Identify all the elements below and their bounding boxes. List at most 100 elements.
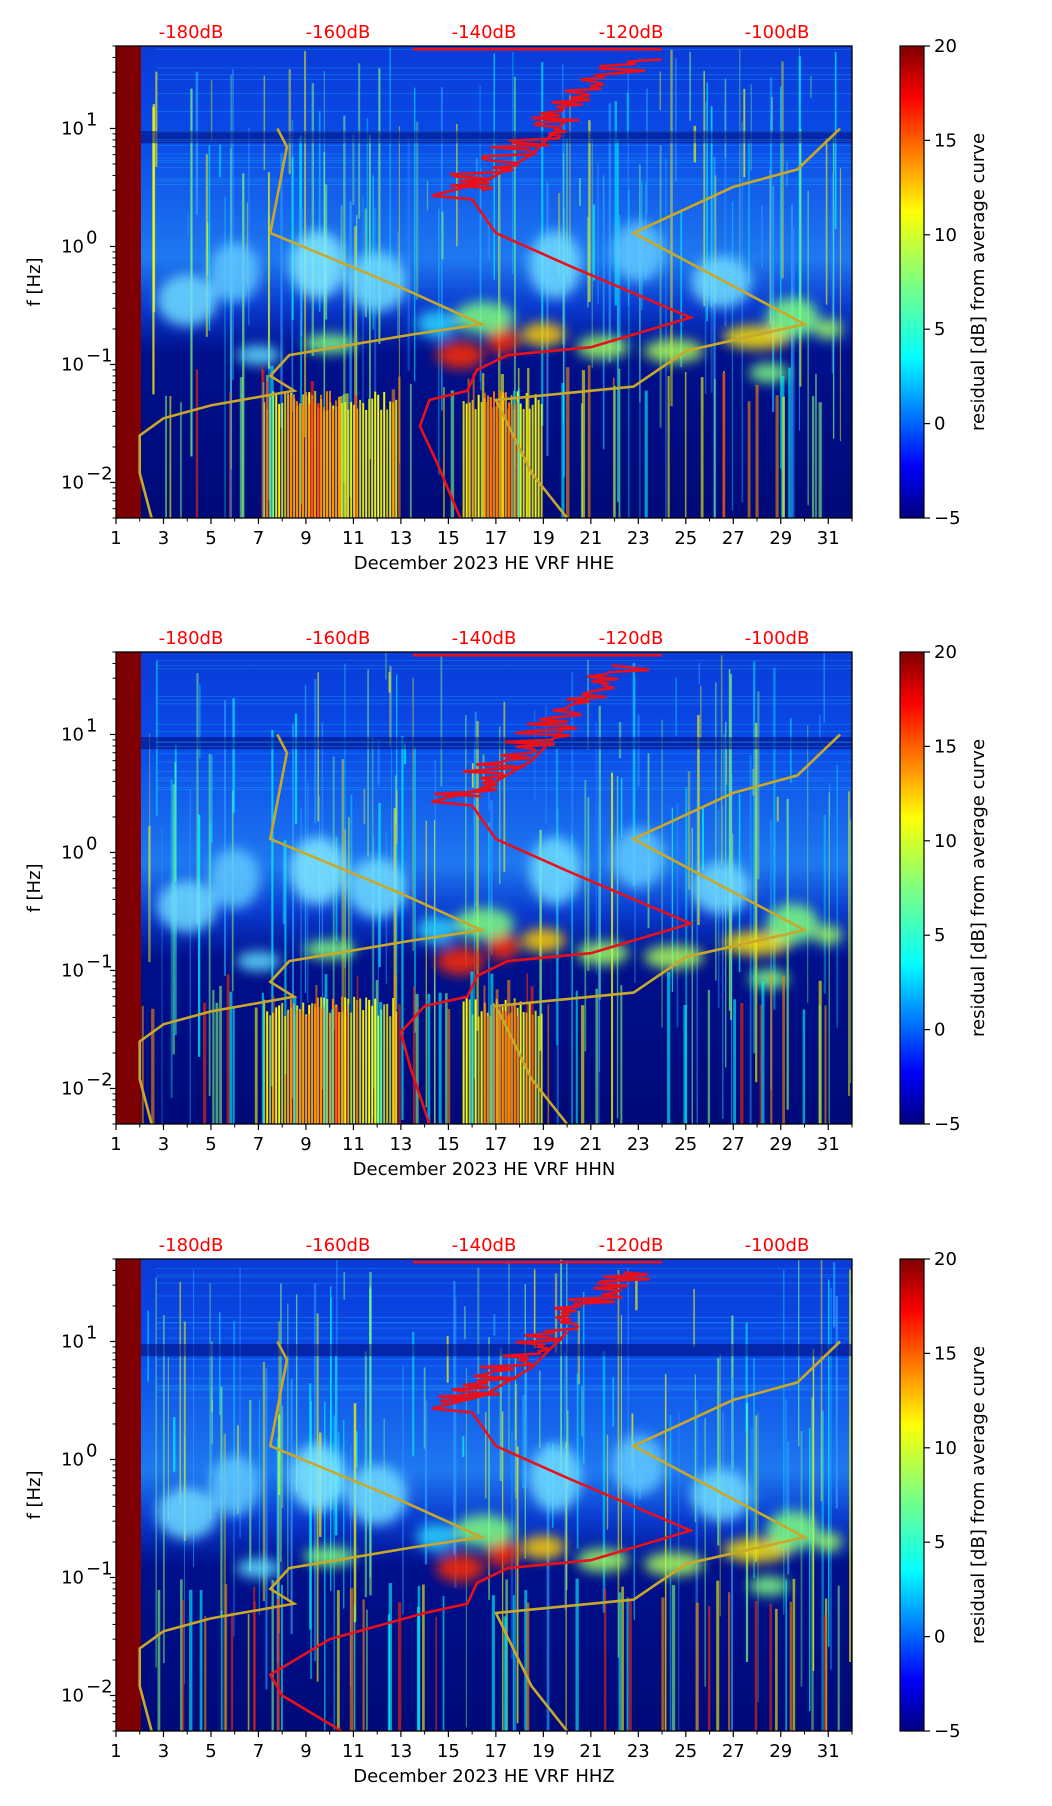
x-tick-label: 3 bbox=[158, 528, 169, 549]
noise-streak bbox=[218, 144, 222, 178]
event-stripe bbox=[468, 999, 471, 1124]
hf-line bbox=[156, 93, 852, 95]
noise-streak bbox=[187, 212, 189, 237]
colorbar-3: −5 0 5 10 15 20 residual [dB] from average cur… bbox=[899, 1249, 989, 1742]
event-stripe bbox=[493, 1003, 495, 1124]
event-stripe bbox=[480, 1011, 483, 1124]
hf-line bbox=[156, 741, 852, 743]
event-stripe bbox=[540, 404, 543, 518]
event-stripe bbox=[484, 392, 486, 518]
event-stripe bbox=[395, 399, 398, 518]
noise-streak bbox=[454, 1297, 457, 1588]
y-axis-title: f [Hz] bbox=[24, 257, 45, 306]
transient bbox=[789, 1601, 793, 1731]
transient bbox=[226, 974, 230, 1124]
noise-streak bbox=[606, 1434, 609, 1530]
transient bbox=[526, 1602, 530, 1731]
event-stripe bbox=[380, 409, 383, 518]
hf-line bbox=[156, 1295, 852, 1297]
noise-streak bbox=[835, 1295, 838, 1509]
event-stripe bbox=[319, 394, 322, 518]
average-psd-line bbox=[399, 724, 695, 1124]
noise-streak bbox=[295, 1294, 298, 1492]
transient bbox=[391, 389, 396, 518]
noise-streak bbox=[698, 663, 700, 685]
low-frequency-events bbox=[141, 971, 827, 1124]
microseism-blob bbox=[529, 1443, 582, 1512]
noise-streak bbox=[263, 75, 266, 170]
noise-streak bbox=[659, 145, 662, 428]
hf-line bbox=[156, 1389, 852, 1391]
noise-streak bbox=[199, 684, 201, 759]
noise-streak bbox=[602, 1351, 606, 1613]
db-scale-label: -160dB bbox=[306, 628, 371, 649]
noise-streak bbox=[343, 115, 346, 483]
transient bbox=[345, 1008, 348, 1124]
transient bbox=[232, 1006, 235, 1124]
noise-streak bbox=[819, 715, 821, 739]
hf-line bbox=[156, 144, 852, 146]
noise-streak bbox=[790, 204, 794, 518]
transient bbox=[412, 986, 416, 1124]
transient bbox=[280, 1584, 283, 1731]
transient bbox=[472, 373, 475, 518]
y-axis-title: f [Hz] bbox=[24, 863, 45, 912]
noise-streak bbox=[514, 1439, 517, 1731]
microseism-blob bbox=[643, 945, 704, 970]
microseism-blob bbox=[209, 1455, 260, 1516]
event-stripe bbox=[389, 1016, 392, 1124]
event-stripe bbox=[474, 409, 477, 518]
colorbar-gradient bbox=[899, 651, 925, 1125]
event-stripe bbox=[377, 1015, 380, 1124]
transient bbox=[427, 993, 431, 1124]
transient bbox=[375, 980, 379, 1124]
noise-streak bbox=[675, 677, 677, 737]
microseism-blob bbox=[576, 335, 629, 360]
noise-streak bbox=[310, 1400, 312, 1679]
noise-streak bbox=[714, 682, 717, 981]
transient bbox=[387, 1614, 391, 1731]
noise-streak bbox=[209, 1283, 211, 1519]
x-tick-label: 3 bbox=[158, 1134, 169, 1155]
transient bbox=[683, 1004, 687, 1124]
noise-streak bbox=[223, 1433, 226, 1731]
transient bbox=[310, 381, 314, 518]
noise-streak bbox=[713, 156, 716, 518]
x-tick-label: 13 bbox=[389, 528, 412, 549]
transient bbox=[722, 373, 726, 518]
noise-streak bbox=[485, 1412, 487, 1499]
noise-streak bbox=[149, 733, 151, 887]
x-tick-label: 1 bbox=[110, 1741, 121, 1762]
microseism-blob bbox=[521, 1535, 566, 1560]
x-tick-label: 9 bbox=[300, 1741, 311, 1762]
colorbar-tick-label: 20 bbox=[934, 36, 957, 57]
event-stripe bbox=[371, 398, 374, 518]
y-tick-label: 10 bbox=[61, 236, 84, 257]
event-stripe bbox=[471, 399, 474, 518]
transient bbox=[157, 1589, 161, 1731]
noise-streak bbox=[798, 56, 802, 338]
event-stripe bbox=[304, 1015, 307, 1124]
y-tick-label: 10 bbox=[61, 1331, 84, 1352]
microseism-blob bbox=[486, 1539, 519, 1568]
transient bbox=[409, 383, 412, 518]
noise-streak bbox=[374, 208, 377, 518]
x-tick-label: 27 bbox=[722, 528, 745, 549]
noise-streak bbox=[196, 673, 199, 925]
event-stripe bbox=[389, 401, 392, 518]
microseism-blob bbox=[289, 836, 346, 905]
transient bbox=[416, 1606, 420, 1731]
transient bbox=[684, 371, 687, 518]
microseism-blob bbox=[748, 362, 789, 383]
event-stripe bbox=[295, 1010, 298, 1124]
transient bbox=[435, 1616, 437, 1731]
transient bbox=[398, 376, 401, 518]
noise-streak bbox=[701, 807, 704, 871]
noise-streak bbox=[693, 125, 697, 163]
transient bbox=[345, 393, 349, 518]
event-stripe bbox=[347, 998, 350, 1124]
hf-line bbox=[156, 699, 852, 701]
noise-streak bbox=[602, 175, 605, 450]
noise-streak bbox=[680, 210, 683, 368]
